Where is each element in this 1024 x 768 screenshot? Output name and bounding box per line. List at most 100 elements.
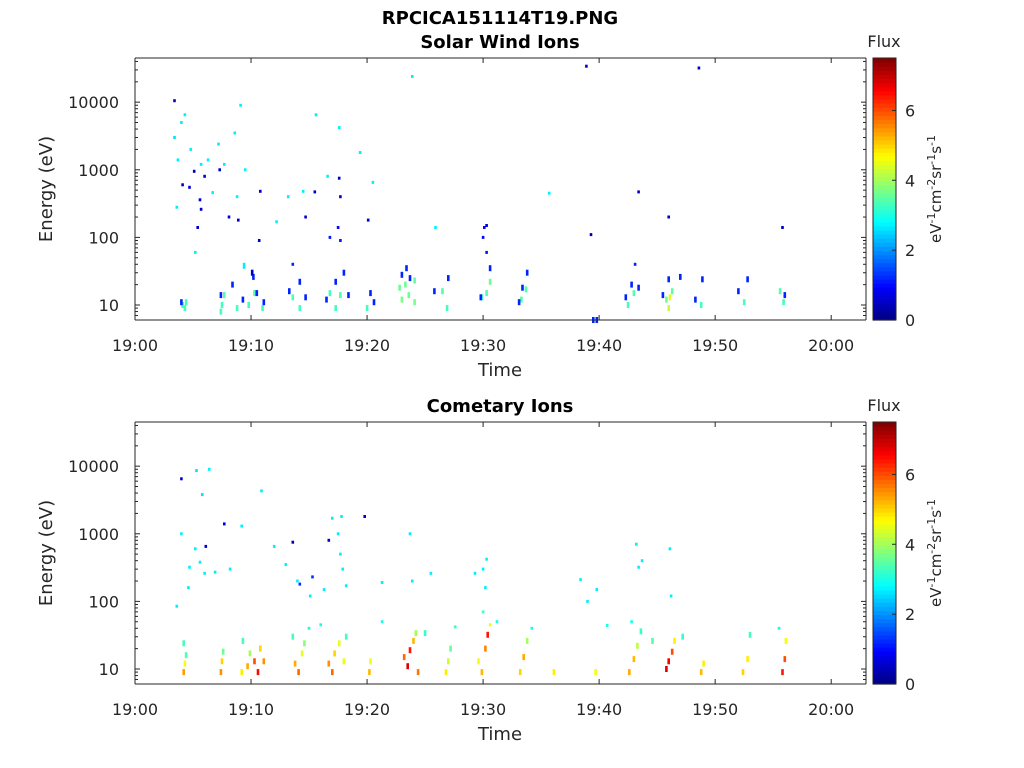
heatmap-cell (195, 469, 198, 473)
heatmap-cell (221, 648, 225, 655)
heatmap-cell (336, 532, 340, 536)
heatmap-cell (176, 158, 180, 162)
colorbar-segment (873, 430, 896, 435)
colorbar-segment (873, 540, 896, 546)
colorbar-segment (873, 299, 896, 305)
y-tick-label: 1000 (78, 525, 119, 544)
heatmap-cell (488, 278, 492, 285)
heatmap-cell (408, 275, 412, 282)
colorbar-segment (873, 119, 896, 125)
colorbar-segment (873, 176, 896, 182)
heatmap-cell (334, 305, 337, 312)
colorbar-segment (873, 589, 896, 595)
heatmap-cell (196, 226, 199, 229)
heatmap-cell (293, 660, 297, 667)
heatmap-cell (408, 532, 412, 536)
heatmap-cell (782, 299, 785, 306)
heatmap-cell (589, 233, 593, 237)
colorbar-segment (873, 614, 896, 620)
heatmap-cell (444, 669, 448, 676)
heatmap-cell (630, 281, 633, 288)
heatmap-cell (241, 637, 245, 644)
heatmap-cell (182, 640, 185, 647)
x-tick-label: 19:40 (576, 700, 622, 719)
colorbar-segment (873, 70, 896, 75)
heatmap-cell (339, 552, 342, 556)
colorbar-segment (873, 279, 896, 284)
colorbar-segment (873, 103, 896, 108)
heatmap-cell (404, 281, 407, 288)
heatmap-cell (259, 645, 262, 652)
heatmap-cell (484, 645, 487, 652)
colorbar-segment (873, 229, 896, 235)
heatmap-cell (670, 288, 674, 295)
heatmap-cell (479, 294, 483, 301)
colorbar-segment (873, 135, 896, 141)
heatmap-cell (211, 191, 214, 195)
heatmap-cell (628, 669, 631, 676)
heatmap-cell (235, 305, 239, 312)
heatmap-cell (319, 623, 322, 627)
colorbar-segment (873, 512, 896, 517)
heatmap-cell (250, 269, 254, 276)
heatmap-cell (635, 542, 638, 546)
colorbar-segment (873, 536, 896, 542)
colorbar-segment (873, 561, 896, 566)
colorbar-tick-label: 2 (905, 241, 915, 260)
colorbar-segment (873, 148, 896, 153)
heatmap-cell (624, 294, 628, 301)
heatmap-cell (488, 623, 492, 627)
heatmap-cell (414, 630, 418, 637)
colorbar-label: eV-1​cm-2​sr-1​s-1​ (925, 499, 945, 607)
heatmap-cell (412, 637, 415, 644)
heatmap-cell (339, 239, 342, 242)
colorbar-segment (873, 495, 896, 501)
colorbar-segment (873, 250, 896, 256)
heatmap-cell (433, 288, 436, 295)
heatmap-cell (219, 669, 223, 676)
y-tick-label: 10 (99, 296, 119, 315)
heatmap-cell (240, 524, 243, 528)
heatmap-cell (261, 305, 264, 312)
heatmap-cell (407, 292, 411, 299)
heatmap-cell (637, 284, 640, 291)
heatmap-cell (199, 162, 203, 166)
colorbar-segment (873, 577, 896, 583)
colorbar-segment (873, 234, 896, 239)
x-tick-label: 19:30 (460, 336, 506, 355)
heatmap-cell (667, 305, 670, 312)
heatmap-cell (298, 582, 302, 586)
x-tick-label: 19:20 (344, 700, 390, 719)
heatmap-cell (626, 302, 630, 308)
heatmap-cell (223, 162, 226, 166)
heatmap-cell (327, 660, 331, 667)
colorbar-tick-label: 4 (905, 171, 915, 190)
heatmap-cell (369, 290, 372, 297)
heatmap-cell (213, 570, 217, 574)
heatmap-cell (333, 650, 336, 657)
colorbar-tick-label: 2 (905, 605, 915, 624)
heatmap-cell (413, 277, 416, 284)
heatmap-cell (668, 547, 672, 551)
heatmap-cell (291, 294, 295, 301)
heatmap-cell (182, 669, 185, 676)
heatmap-cell (371, 180, 375, 184)
heatmap-cell (297, 669, 300, 676)
colorbar-segment (873, 598, 896, 603)
plot-area: 19:00 19:10 19:20 19:30 19:40 19:50 20:00 10 100… (68, 57, 867, 355)
heatmap-cell (449, 645, 452, 652)
heatmap-cell (184, 299, 188, 306)
colorbar-segment (873, 491, 896, 497)
heatmap-cell (262, 658, 266, 665)
colorbar-segment (873, 283, 896, 288)
x-tick-label: 19:20 (344, 336, 390, 355)
heatmap-cell (183, 305, 187, 312)
heatmap-cell (637, 565, 640, 569)
heatmap-cell (481, 235, 485, 239)
colorbar-segment (873, 90, 896, 96)
heatmap-cell (203, 571, 206, 575)
x-axis-label: Time (477, 724, 522, 745)
heatmap-cell (328, 290, 332, 297)
heatmap-cell (257, 239, 261, 242)
colorbar-segment (873, 528, 896, 534)
